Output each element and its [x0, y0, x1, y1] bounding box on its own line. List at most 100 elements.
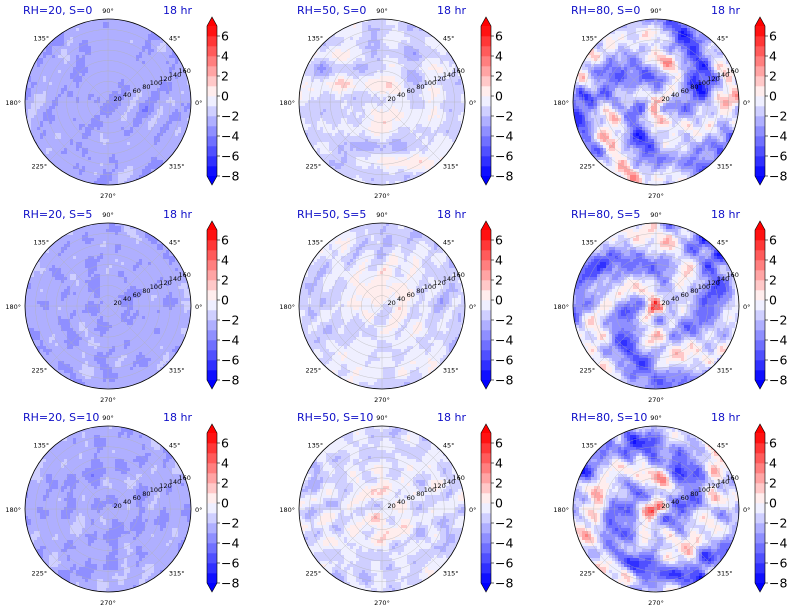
colorbar-tick-label: −6 — [769, 149, 787, 164]
colorbar-band — [755, 433, 765, 444]
colorbar-tick-label: 0 — [769, 89, 777, 104]
colorbar-band — [755, 106, 765, 117]
angle-tick-label: 90° — [650, 211, 662, 219]
angle-tick-label: 0° — [469, 99, 476, 107]
colorbar-band — [207, 553, 217, 564]
radial-tick-label: 160 — [726, 271, 738, 279]
colorbar-band — [755, 136, 765, 147]
colorbar-tick-label: 4 — [769, 49, 777, 64]
colorbar-tick-label: 0 — [221, 496, 229, 511]
colorbar-band — [755, 250, 765, 261]
angle-tick-label: 45° — [169, 441, 181, 449]
colorbar-band — [755, 230, 765, 241]
colorbar-band — [755, 523, 765, 534]
colorbar: 6 4 2 0 −2 −4 −6 −8 — [480, 220, 513, 390]
panel-title: RH=20, S=0 — [23, 4, 92, 17]
radial-tick-label: 40 — [671, 498, 679, 506]
colorbar-tick-label: −4 — [221, 129, 239, 144]
contour-field — [299, 223, 465, 389]
angle-tick-label: 270° — [100, 599, 116, 607]
radial-tick-label: 120 — [159, 75, 171, 83]
colorbar-band — [207, 513, 217, 524]
colorbar-band — [207, 533, 217, 544]
colorbar-band — [207, 156, 217, 167]
colorbar-band — [481, 46, 491, 57]
colorbar-band — [755, 553, 765, 564]
radial-tick-label: 100 — [424, 486, 436, 494]
polar-outline — [298, 18, 466, 186]
radial-tick-label: 80 — [690, 490, 698, 498]
colorbar-band — [207, 146, 217, 157]
radial-tick-label: 140 — [169, 71, 181, 79]
radial-tick-label: 60 — [133, 494, 141, 502]
colorbar-band — [481, 66, 491, 77]
colorbar-tick-label: −2 — [221, 109, 239, 124]
angle-tick-label: 0° — [743, 303, 750, 311]
radial-tick-label: 100 — [698, 283, 710, 291]
colorbar-tick-label: 6 — [769, 436, 777, 451]
colorbar-tick-label: 6 — [495, 436, 503, 451]
colorbar-band — [481, 310, 491, 321]
colorbar-tick-label: 2 — [495, 69, 503, 84]
colorbar-band — [207, 66, 217, 77]
radial-tick-label: 120 — [707, 75, 719, 83]
colorbar-band — [207, 493, 217, 504]
panel-title: RH=20, S=5 — [23, 208, 92, 221]
polar-panel-6: 90°45°0°315°270°225°180°135°20 40 60 80 1001… — [553, 208, 787, 404]
colorbar-band — [481, 320, 491, 331]
polar-grid — [298, 222, 466, 390]
colorbar-band — [481, 473, 491, 484]
radial-tick-label: 80 — [416, 287, 424, 295]
radial-tick-label: 120 — [433, 75, 445, 83]
angle-tick-label: 315° — [717, 367, 733, 375]
colorbar-band — [755, 320, 765, 331]
polar-panel-8: 90°45°0°315°270°225°180°135°20 40 60 80 1001… — [279, 411, 513, 607]
colorbar-extend-min — [755, 176, 765, 185]
panel-time-label: 18 hr — [711, 208, 740, 221]
radial-tick-label: 20 — [661, 299, 669, 307]
colorbar-band — [755, 86, 765, 97]
colorbar: 6 4 2 0 −2 −4 −6 −8 — [206, 423, 239, 593]
panel-time-label: 18 hr — [437, 411, 466, 424]
angle-tick-label: 90° — [102, 211, 114, 219]
colorbar-tick-label: 6 — [769, 29, 777, 44]
polar-outline — [572, 222, 740, 390]
colorbar-tick-label: 2 — [221, 476, 229, 491]
polar-grid — [24, 425, 192, 593]
colorbar: 6 4 2 0 −2 −4 −6 −8 — [754, 220, 787, 390]
radial-tick-label: 60 — [681, 291, 689, 299]
colorbar-band — [755, 280, 765, 291]
angle-tick-label: 45° — [443, 238, 455, 246]
colorbar-extend-max — [207, 424, 217, 433]
radial-tick-label: 40 — [671, 295, 679, 303]
radial-tick-label: 140 — [717, 478, 729, 486]
colorbar-band — [207, 563, 217, 574]
colorbar-band — [481, 36, 491, 47]
radial-tick-label: 40 — [123, 498, 131, 506]
angle-tick-label: 225° — [579, 570, 595, 578]
colorbar-tick-label: 6 — [495, 29, 503, 44]
radial-tick-label: 20 — [661, 95, 669, 103]
colorbar-band — [481, 360, 491, 371]
colorbar-band — [207, 76, 217, 87]
colorbar-band — [755, 66, 765, 77]
colorbar-band — [481, 573, 491, 584]
angle-tick-label: 45° — [169, 34, 181, 42]
colorbar-tick-label: −4 — [769, 333, 787, 348]
colorbar-band — [207, 126, 217, 137]
colorbar-band — [755, 463, 765, 474]
colorbar-extend-max — [755, 424, 765, 433]
angle-tick-label: 315° — [443, 367, 459, 375]
panel-time-label: 18 hr — [711, 4, 740, 17]
colorbar-tick-label: 0 — [495, 496, 503, 511]
colorbar-tick-label: −6 — [495, 353, 513, 368]
colorbar-tick-label: 0 — [221, 293, 229, 308]
colorbar-tick-label: −4 — [769, 536, 787, 551]
angle-tick-label: 0° — [743, 506, 750, 514]
colorbar-band — [207, 473, 217, 484]
polar-outline — [24, 425, 192, 593]
colorbar-band — [481, 503, 491, 514]
colorbar-tick-label: 4 — [495, 456, 503, 471]
angle-tick-label: 0° — [195, 303, 202, 311]
